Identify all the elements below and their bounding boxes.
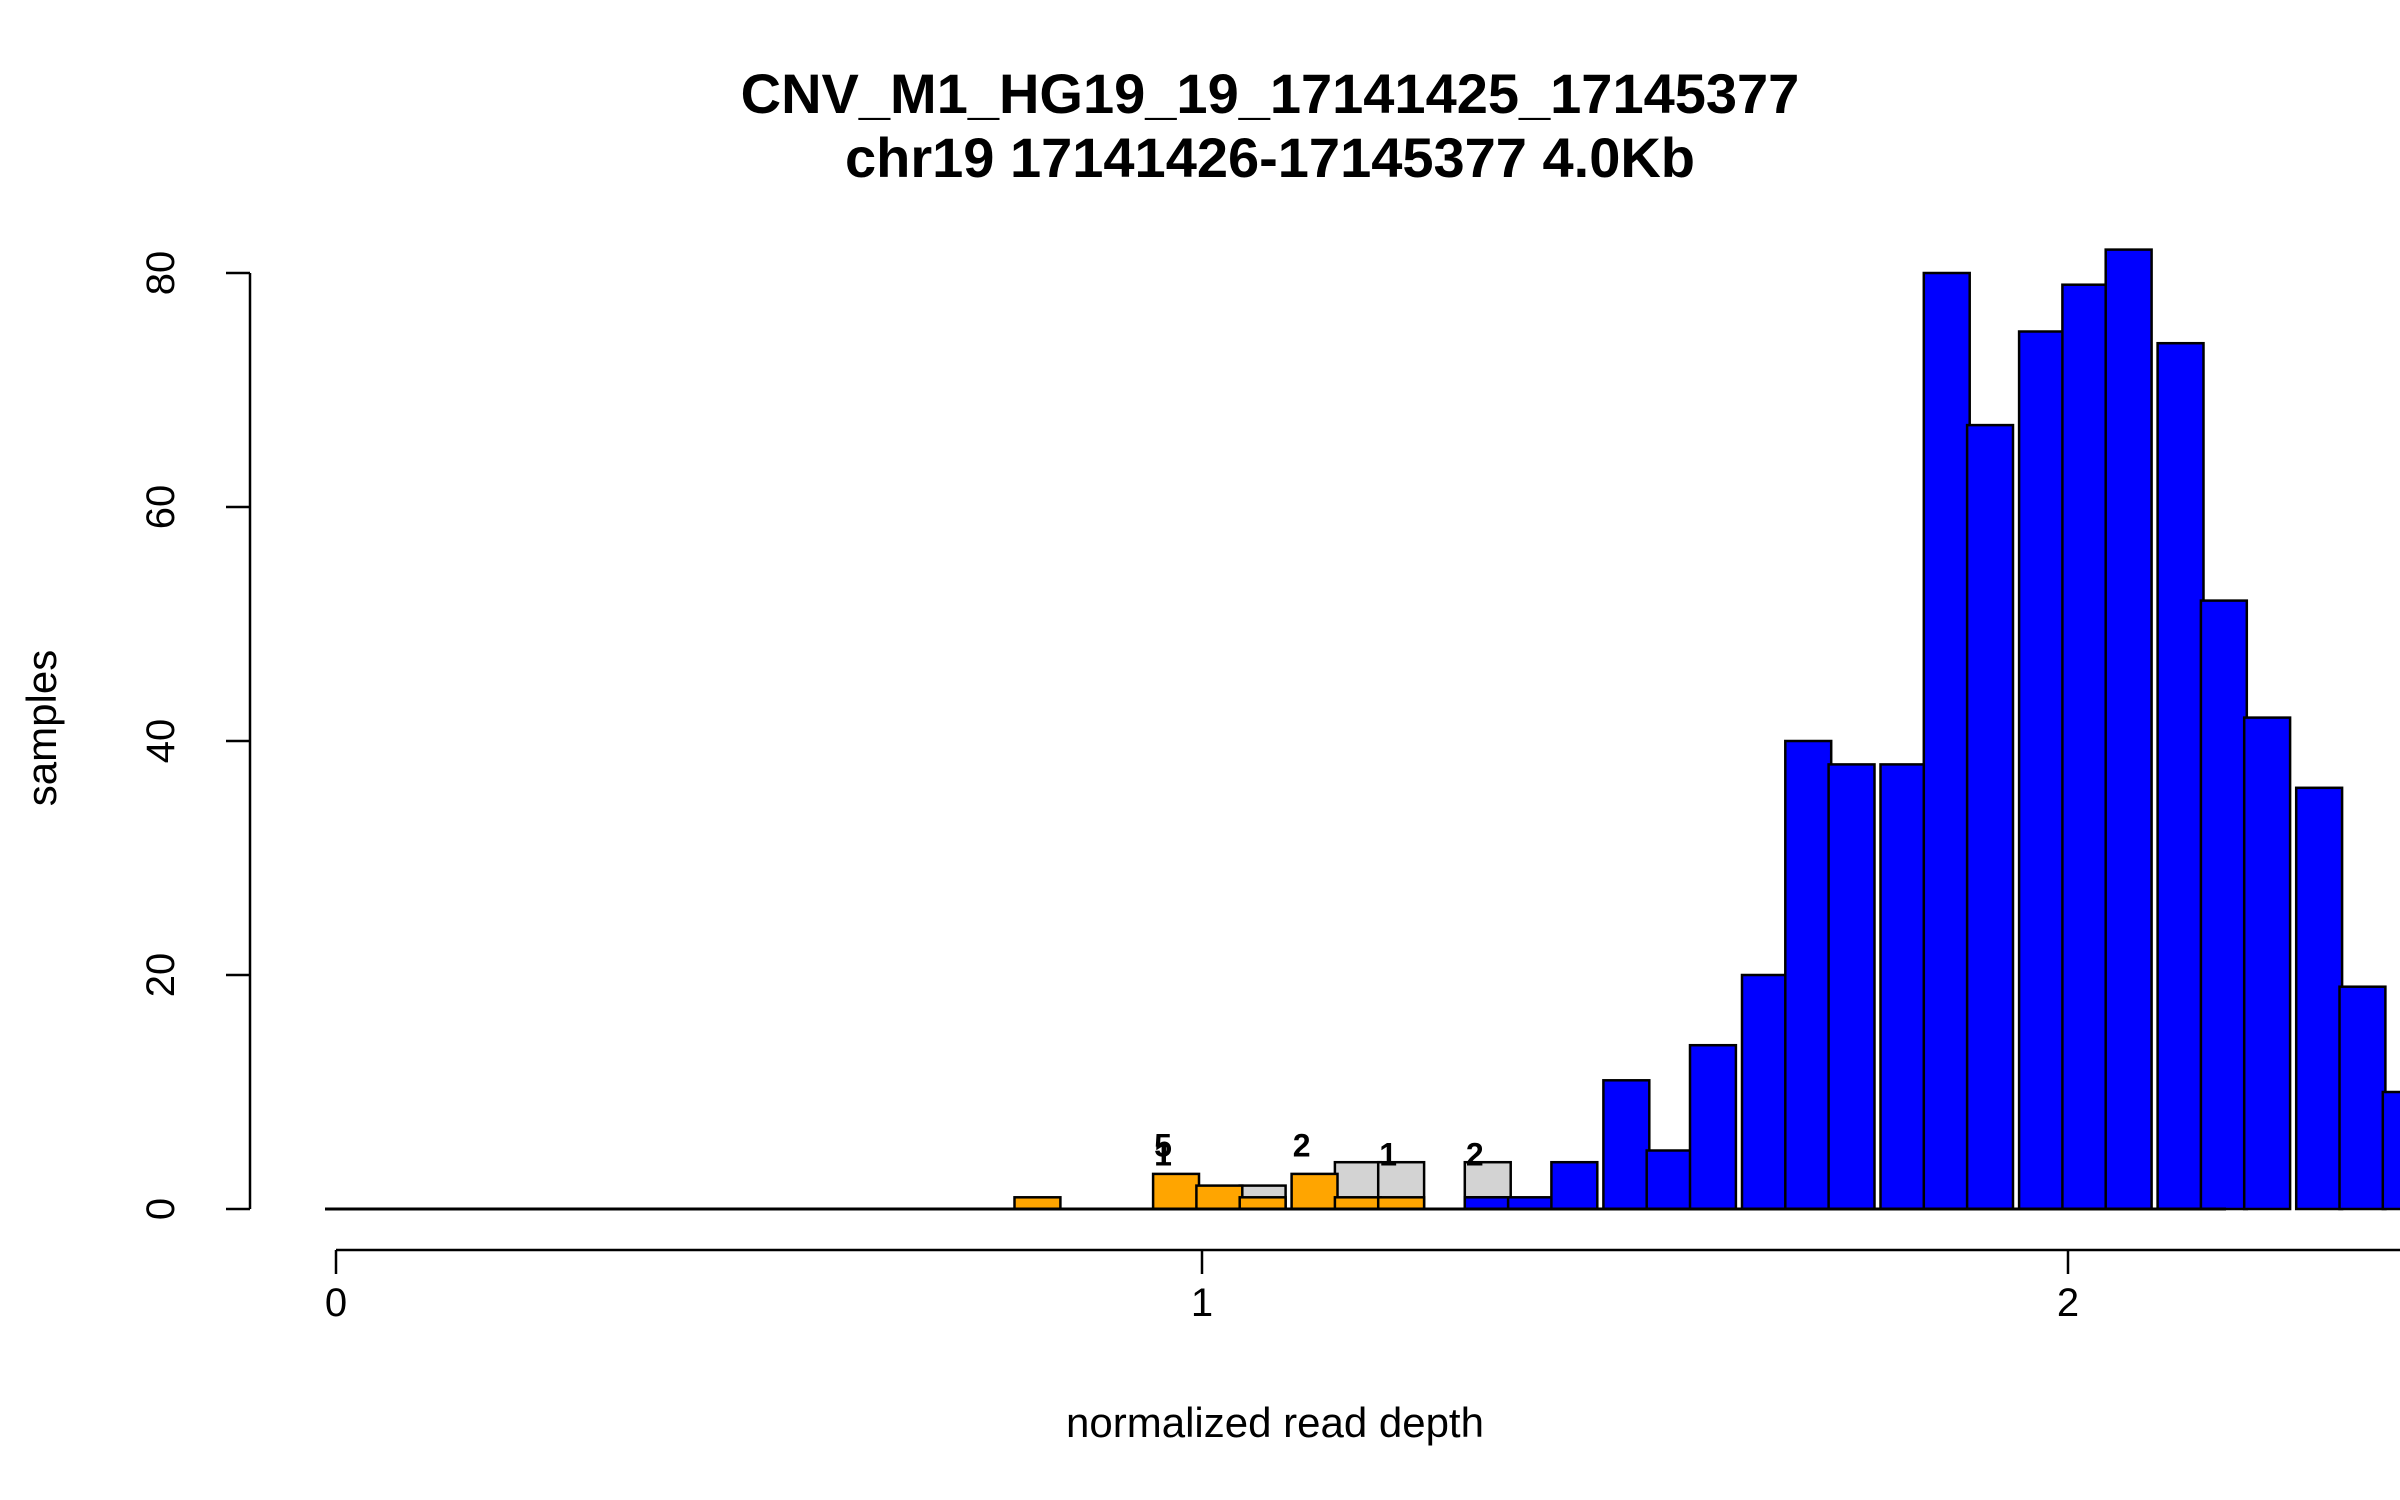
y-tick-label-2: 40 [139,719,183,764]
bar-other-12 [2017,330,2067,1211]
y-tick-label-0: 0 [139,1198,183,1220]
y-axis: 0 20 40 60 80 [139,251,252,1220]
bar-cn1-2 [1195,1184,1244,1211]
bar-other-18 [2294,786,2344,1211]
bar-other-15 [2156,341,2205,1211]
bar-other-20 [2381,1090,2400,1211]
bar-other-6 [1740,973,1790,1211]
x-axis-label: normalized read depth [1066,1399,1484,1446]
bar-other-9 [1879,763,1928,1211]
bar-other-3 [1602,1079,1651,1211]
bar-other-7 [1784,739,1833,1211]
x-tick-label-2: 2 [2057,1281,2079,1325]
x-tick-label-0: 0 [325,1281,347,1325]
bar-other-5 [1688,1043,1738,1211]
chart-title: CNV_M1_HG19_19_17141425_17145377 [741,62,1800,125]
bar-cn1-1 [1151,1172,1201,1211]
bar-other-14 [2104,248,2153,1211]
bar-cn1-0 [1013,1196,1062,1211]
y-tick-label-4: 80 [139,251,183,296]
bar-annotation-0: 5 [1154,1127,1172,1163]
bar-other-2 [1550,1160,1599,1211]
x-tick-label-1: 1 [1191,1281,1213,1325]
bar-other-0 [1463,1196,1512,1211]
bar-annotation-3: 1 [1379,1137,1397,1173]
bar-other-16 [2199,599,2249,1211]
bar-cn1-3 [1238,1196,1287,1211]
bar-other-1 [1506,1196,1556,1211]
bar-other-17 [2242,716,2292,1211]
bar-annotations: 51 2 1 2 [1154,1127,1484,1172]
bar-other-10 [1922,271,1971,1211]
bar-cn1-5 [1333,1196,1383,1211]
x-axis: 01234 [325,1248,2400,1325]
bar-cn1-6 [1376,1196,1426,1211]
y-tick-label-1: 20 [139,953,183,998]
y-axis-label: samples [18,650,65,806]
y-tick-label-3: 60 [139,485,183,530]
bar-other-4 [1645,1149,1694,1211]
bar-other-8 [1827,763,1876,1211]
bar-other-13 [2061,283,2110,1211]
bar-other-11 [1965,423,2015,1211]
bar-annotation-4: 2 [1466,1137,1484,1173]
histogram-bars [1013,248,2400,1211]
bar-cn1-4 [1290,1172,1339,1211]
chart-subtitle: chr19 17141426-17145377 4.0Kb [845,126,1695,189]
bar-annotation-2: 2 [1293,1127,1311,1163]
bar-annotation-1: 1 [1154,1137,1172,1173]
bar-other-19 [2338,985,2387,1211]
